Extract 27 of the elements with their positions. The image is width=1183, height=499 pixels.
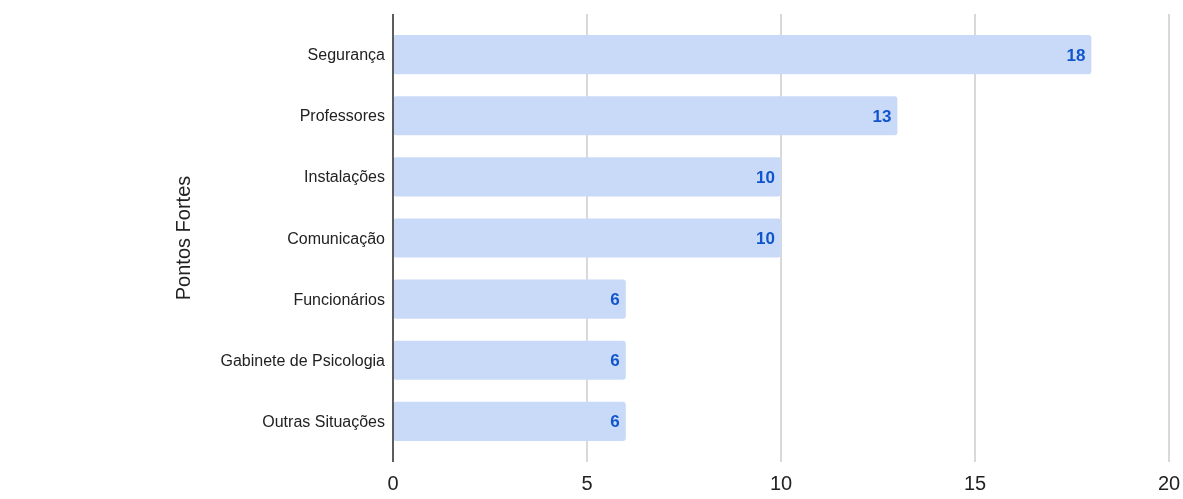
bar xyxy=(393,35,1092,75)
y-tick-label: Gabinete de Psicologia xyxy=(220,351,386,369)
y-tick-label: Segurança xyxy=(307,46,386,64)
data-label: 6 xyxy=(610,351,620,371)
x-tick-label: 20 xyxy=(1157,472,1181,494)
data-label: 10 xyxy=(756,167,775,187)
bar xyxy=(393,218,781,258)
y-tick-label: Professores xyxy=(299,107,385,125)
x-tick-label: 0 xyxy=(387,472,399,494)
x-tick-label: 5 xyxy=(581,472,593,494)
y-tick-label: Funcionários xyxy=(293,290,385,308)
bar xyxy=(393,96,898,136)
x-tick-label: 15 xyxy=(963,472,987,494)
bar xyxy=(393,340,626,380)
data-label: 6 xyxy=(610,290,620,310)
y-axis-title: Pontos Fortes xyxy=(172,175,194,301)
x-tick-label: 10 xyxy=(769,472,793,494)
y-tick-label: Instalações xyxy=(304,168,385,186)
data-label: 13 xyxy=(872,106,892,126)
bar xyxy=(393,157,781,197)
bar xyxy=(393,401,626,441)
y-tick-label: Comunicação xyxy=(287,229,386,247)
data-label: 10 xyxy=(756,228,775,248)
y-tick-label: Outras Situações xyxy=(262,413,385,431)
bar xyxy=(393,279,626,319)
data-label: 6 xyxy=(610,412,620,432)
data-label: 18 xyxy=(1066,45,1086,65)
